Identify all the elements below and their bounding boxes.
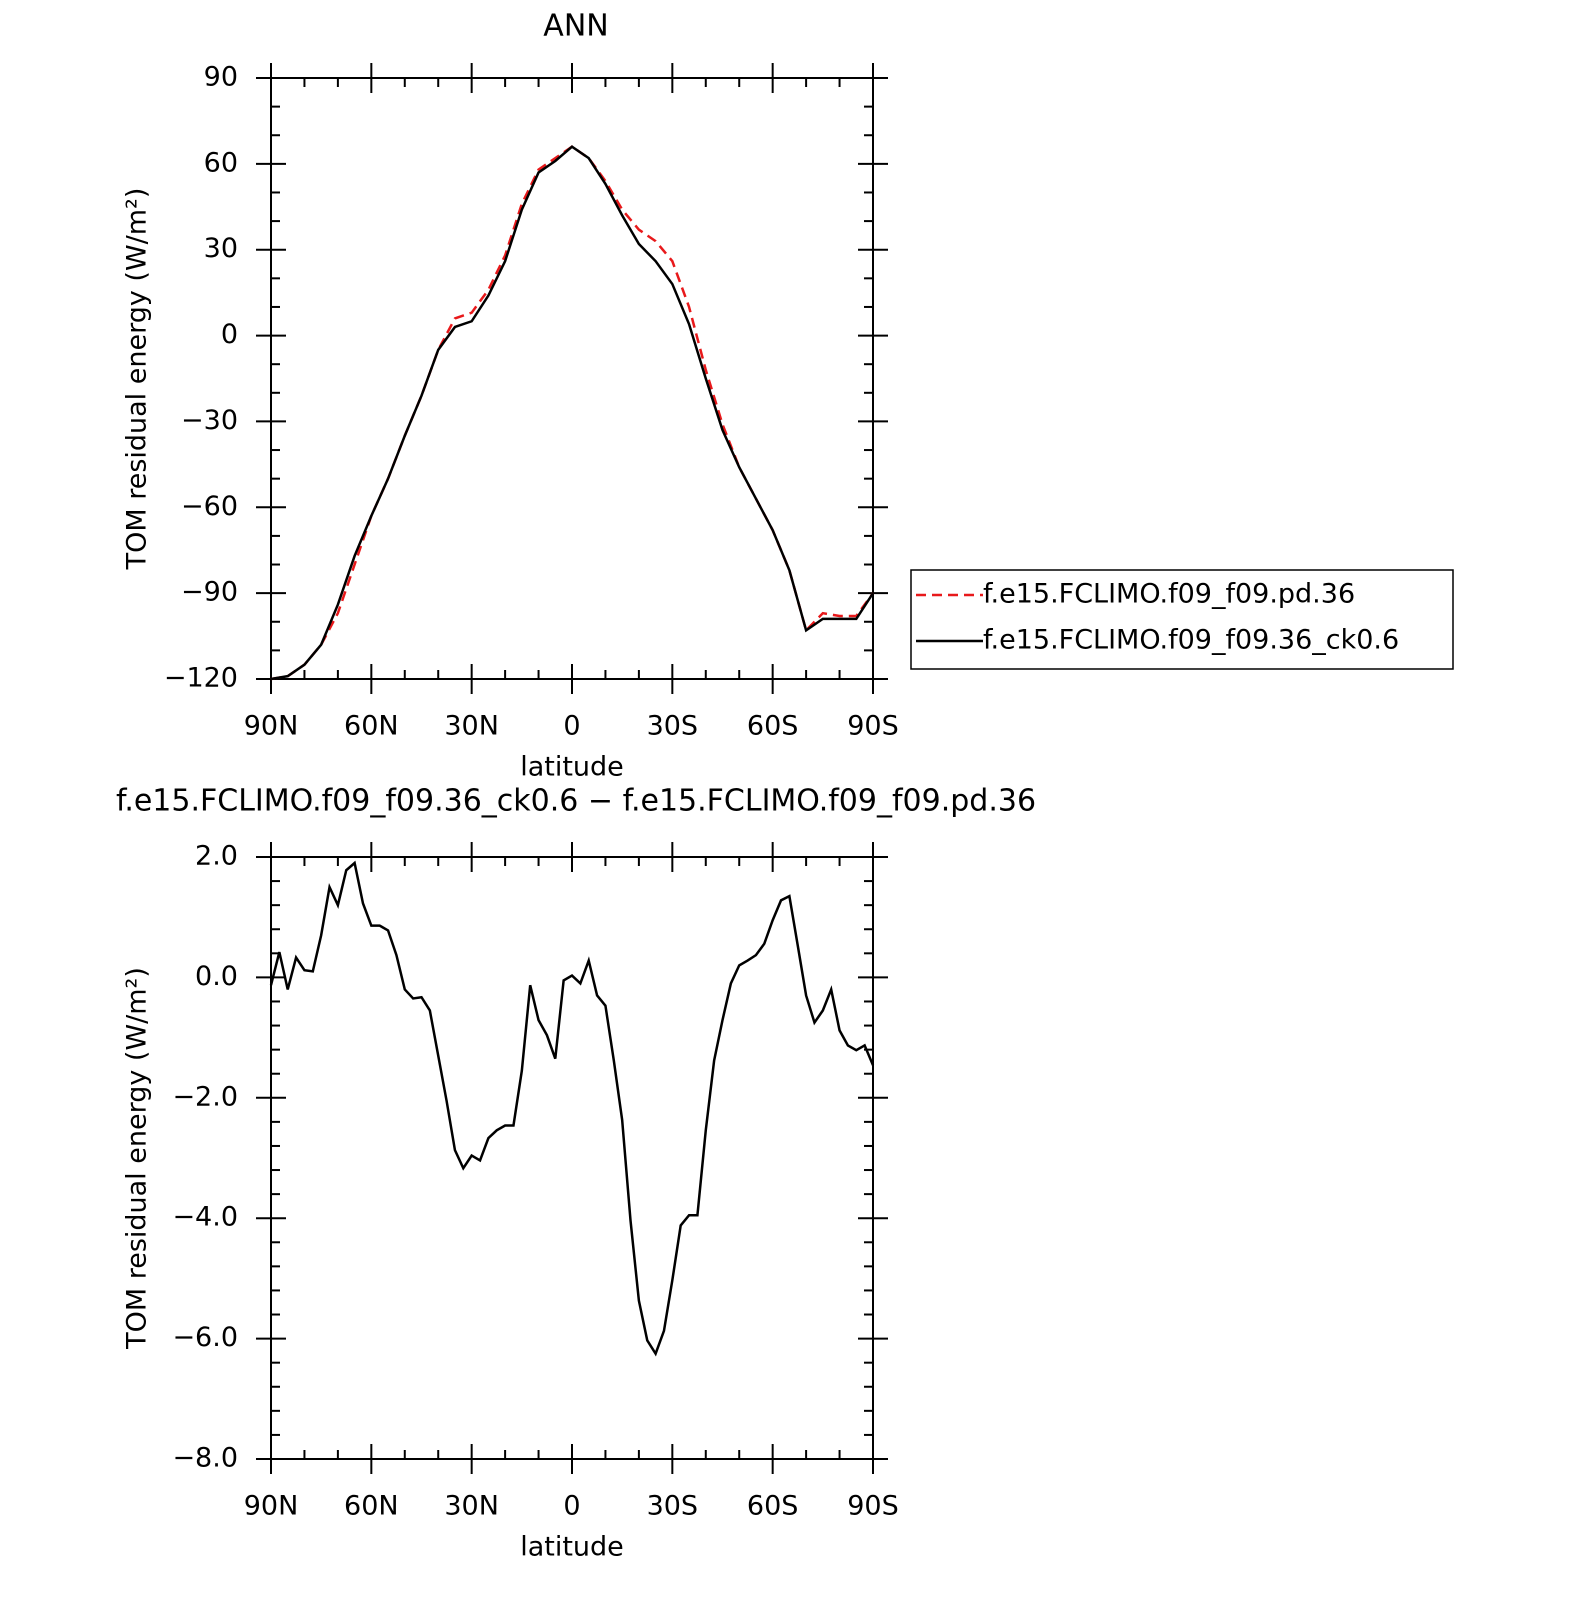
y-tick-label: 90 (204, 62, 238, 93)
x-tick-label: 30N (444, 711, 499, 742)
y-tick-label: −8.0 (172, 1443, 238, 1474)
x-axis-label: latitude (520, 752, 624, 783)
plot-frame (270, 77, 874, 680)
x-tick-label: 90S (847, 711, 899, 742)
y-tick-label: −4.0 (172, 1202, 238, 1233)
x-tick-label: 30S (647, 711, 699, 742)
legend-box (910, 569, 1454, 670)
x-tick-label: 30N (444, 1491, 499, 1522)
y-tick-label: 0.0 (195, 961, 238, 992)
x-tick-label: 60S (747, 711, 799, 742)
y-axis-label: TOM residual energy (W/m²) (122, 967, 153, 1350)
y-tick-label: −60 (181, 491, 238, 522)
y-tick-label: 60 (204, 147, 238, 178)
x-tick-label: 30S (647, 1491, 699, 1522)
legend-label: f.e15.FCLIMO.f09_f09.pd.36 (983, 579, 1355, 610)
y-tick-label: −30 (181, 405, 238, 436)
chart-title: ANN (543, 9, 608, 44)
y-axis-label: TOM residual energy (W/m²) (122, 188, 153, 571)
legend-label: f.e15.FCLIMO.f09_f09.36_ck0.6 (983, 625, 1399, 656)
y-tick-label: −6.0 (172, 1322, 238, 1353)
y-tick-label: 2.0 (195, 841, 238, 872)
x-tick-label: 60S (747, 1491, 799, 1522)
x-tick-label: 60N (344, 1491, 399, 1522)
data-line (270, 145, 875, 681)
x-tick-label: 90N (244, 1491, 299, 1522)
data-line (270, 145, 875, 681)
x-tick-label: 0 (563, 1491, 580, 1522)
chart-title: f.e15.FCLIMO.f09_f09.36_ck0.6 − f.e15.FC… (116, 784, 1036, 819)
y-tick-label: −2.0 (172, 1081, 238, 1112)
plot-frame (270, 856, 874, 1460)
y-tick-label: 30 (204, 233, 238, 264)
x-tick-label: 60N (344, 711, 399, 742)
y-tick-label: −90 (181, 577, 238, 608)
x-axis-label: latitude (520, 1532, 624, 1563)
x-tick-label: 90N (244, 711, 299, 742)
x-tick-label: 90S (847, 1491, 899, 1522)
data-line (269, 860, 875, 1357)
y-tick-label: −120 (164, 663, 238, 694)
y-tick-label: 0 (221, 319, 238, 350)
x-tick-label: 0 (563, 711, 580, 742)
